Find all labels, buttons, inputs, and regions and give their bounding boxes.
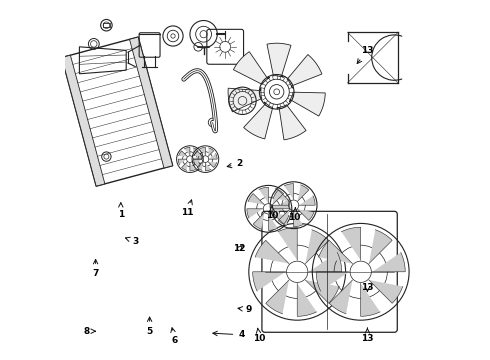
Polygon shape — [247, 209, 263, 218]
Polygon shape — [297, 185, 309, 201]
Text: 12: 12 — [233, 244, 246, 253]
Polygon shape — [290, 92, 325, 116]
Polygon shape — [297, 283, 317, 316]
Polygon shape — [287, 54, 322, 88]
Polygon shape — [267, 43, 291, 77]
Polygon shape — [372, 252, 405, 272]
Polygon shape — [277, 105, 306, 140]
Polygon shape — [248, 194, 265, 205]
Text: 9: 9 — [238, 305, 252, 314]
Polygon shape — [200, 147, 205, 156]
Polygon shape — [318, 240, 352, 264]
Polygon shape — [361, 283, 380, 316]
Polygon shape — [194, 153, 202, 159]
Polygon shape — [266, 280, 289, 314]
Text: 10: 10 — [266, 206, 278, 220]
Polygon shape — [342, 227, 361, 260]
Text: 2: 2 — [227, 159, 243, 168]
Polygon shape — [269, 215, 278, 230]
Polygon shape — [305, 230, 329, 264]
Polygon shape — [273, 190, 290, 201]
Polygon shape — [259, 187, 269, 203]
Polygon shape — [272, 213, 289, 224]
Polygon shape — [193, 162, 201, 167]
Polygon shape — [305, 280, 339, 303]
Text: 10: 10 — [253, 328, 266, 343]
Polygon shape — [253, 213, 265, 229]
Polygon shape — [129, 37, 172, 168]
Polygon shape — [316, 272, 349, 291]
Polygon shape — [209, 153, 217, 159]
Polygon shape — [278, 209, 290, 225]
Polygon shape — [208, 162, 217, 167]
Polygon shape — [294, 211, 303, 227]
Polygon shape — [309, 252, 342, 272]
Bar — [103, 23, 110, 27]
Polygon shape — [284, 184, 294, 199]
Polygon shape — [190, 163, 196, 171]
Polygon shape — [208, 148, 214, 157]
Polygon shape — [228, 88, 262, 112]
Text: 6: 6 — [171, 328, 178, 345]
Text: 13: 13 — [357, 46, 374, 64]
Text: 11: 11 — [181, 200, 194, 217]
Polygon shape — [329, 280, 352, 314]
Polygon shape — [253, 272, 286, 291]
Polygon shape — [205, 163, 211, 171]
Polygon shape — [297, 209, 314, 220]
Polygon shape — [278, 227, 297, 260]
Polygon shape — [194, 151, 203, 157]
Polygon shape — [193, 148, 198, 157]
Text: 8: 8 — [83, 327, 96, 336]
Text: 13: 13 — [361, 328, 374, 343]
Polygon shape — [179, 151, 187, 157]
Polygon shape — [299, 196, 315, 205]
Text: 1: 1 — [118, 203, 124, 219]
Polygon shape — [233, 51, 270, 85]
Polygon shape — [369, 280, 403, 303]
Polygon shape — [197, 162, 203, 170]
Polygon shape — [244, 102, 273, 139]
Polygon shape — [182, 162, 187, 170]
Polygon shape — [62, 55, 105, 186]
Polygon shape — [272, 205, 288, 215]
Polygon shape — [274, 199, 290, 209]
Polygon shape — [184, 147, 190, 156]
Text: 5: 5 — [147, 317, 153, 336]
Text: 10: 10 — [289, 208, 301, 222]
Text: 7: 7 — [93, 260, 99, 278]
Polygon shape — [369, 230, 392, 264]
Text: 4: 4 — [213, 330, 245, 339]
Polygon shape — [194, 159, 202, 165]
Polygon shape — [272, 189, 284, 205]
Text: 13: 13 — [361, 284, 374, 292]
Polygon shape — [178, 159, 186, 165]
Polygon shape — [255, 240, 289, 264]
Text: 3: 3 — [125, 237, 138, 246]
